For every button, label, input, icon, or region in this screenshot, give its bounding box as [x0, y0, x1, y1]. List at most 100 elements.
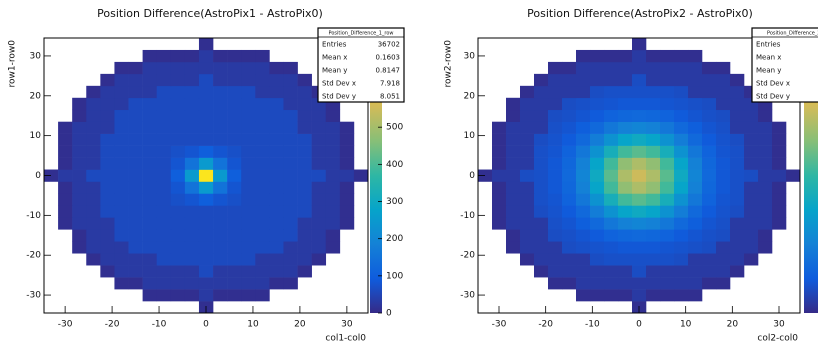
heatmap-cell — [325, 145, 341, 158]
x-tick-label: -30 — [492, 320, 507, 330]
heatmap-cell — [283, 289, 297, 301]
heatmap-cell — [86, 121, 101, 134]
heatmap-cell — [170, 169, 186, 182]
heatmap-cell — [604, 277, 619, 290]
heatmap-cell — [86, 109, 101, 122]
stats-label: Std Dev y — [756, 93, 790, 101]
heatmap-cell — [506, 193, 521, 206]
heatmap-cell — [100, 217, 115, 230]
heatmap-cell — [730, 169, 745, 182]
heatmap-cell — [44, 193, 58, 205]
heatmap-cell — [298, 62, 312, 74]
heatmap-cell — [744, 157, 759, 170]
heatmap-cell — [758, 229, 773, 242]
heatmap-cell — [283, 73, 298, 87]
heatmap-cell — [716, 241, 731, 254]
heatmap-cell — [590, 241, 605, 254]
heatmap-cell — [576, 169, 591, 182]
heatmap-cell — [786, 241, 800, 253]
heatmap-cell — [520, 181, 535, 194]
heatmap-cell — [283, 50, 297, 62]
heatmap-cell — [548, 193, 563, 206]
heatmap-cell — [730, 181, 745, 194]
heatmap-cell — [688, 121, 703, 134]
heatmap-cell — [128, 109, 143, 122]
heatmap-cell — [58, 265, 72, 277]
heatmap-cell — [744, 229, 759, 242]
heatmap-cell — [604, 38, 618, 50]
heatmap-cell — [311, 229, 327, 242]
heatmap-cell — [170, 121, 186, 134]
heatmap-cell — [562, 241, 577, 254]
heatmap-cell — [213, 217, 228, 230]
heatmap-cell — [227, 73, 242, 87]
heatmap-cell — [618, 265, 633, 278]
heatmap-cell — [156, 49, 172, 63]
heatmap-cell — [576, 109, 591, 122]
heatmap-cell — [325, 205, 341, 218]
heatmap-cell — [576, 73, 591, 87]
heatmap-cell — [520, 62, 534, 74]
heatmap-cell — [744, 253, 759, 266]
heatmap-cell — [492, 133, 507, 146]
heatmap-cell — [114, 50, 128, 62]
heatmap-cell — [702, 289, 716, 301]
heatmap-cell — [72, 121, 87, 134]
heatmap-cell — [548, 97, 563, 111]
heatmap-cell — [492, 50, 506, 62]
heatmap-cell — [646, 277, 661, 290]
heatmap-cell — [184, 169, 200, 182]
heatmap-cell — [604, 73, 619, 87]
heatmap-cell — [492, 265, 506, 277]
heatmap-cell — [255, 38, 269, 50]
heatmap-cell — [646, 181, 661, 194]
heatmap-cell — [198, 241, 214, 254]
heatmap-cell — [520, 145, 535, 158]
heatmap-cell — [562, 205, 577, 218]
heatmap-cell — [170, 133, 186, 146]
heatmap-cell — [576, 229, 591, 242]
x-tick-label: 0 — [203, 320, 209, 330]
heatmap-cell — [58, 169, 73, 182]
heatmap-cell — [298, 50, 312, 62]
heatmap-cell — [255, 301, 269, 313]
heatmap-cell — [730, 109, 745, 122]
heatmap-cell — [646, 97, 661, 111]
heatmap-cell — [297, 181, 312, 194]
heatmap-cell — [492, 241, 506, 253]
heatmap-cell — [478, 169, 493, 182]
heatmap-cell — [632, 85, 647, 99]
heatmap-cell — [114, 217, 129, 230]
heatmap-cell — [674, 301, 688, 313]
heatmap-cell — [758, 265, 772, 277]
heatmap-cell — [786, 229, 800, 241]
heatmap-cell — [184, 265, 200, 278]
heatmap-cell — [506, 181, 521, 194]
heatmap-cell — [688, 109, 703, 122]
heatmap-cell — [114, 157, 129, 170]
heatmap-cell — [618, 301, 632, 313]
y-tick-label: 20 — [464, 91, 476, 101]
heatmap-cell — [339, 193, 355, 206]
heatmap-cell — [241, 145, 256, 158]
heatmap-cell — [604, 121, 619, 134]
heatmap-cell — [632, 205, 647, 218]
heatmap-cell — [534, 121, 549, 134]
heatmap-cell — [618, 181, 633, 194]
heatmap-cell — [590, 253, 605, 266]
heatmap-cell — [758, 277, 772, 289]
heatmap-cell — [520, 229, 535, 242]
heatmap-cell — [492, 289, 506, 301]
heatmap-cell — [674, 85, 689, 99]
heatmap-cell — [198, 121, 214, 134]
heatmap-cell — [534, 301, 548, 313]
heatmap-cell — [269, 145, 284, 158]
heatmap-cell — [758, 133, 773, 146]
heatmap-cell — [506, 241, 521, 254]
heatmap-cell — [618, 217, 633, 230]
heatmap-cell — [44, 158, 58, 170]
heatmap-cell — [534, 265, 549, 278]
heatmap-cell — [128, 169, 143, 182]
heatmap-cell — [534, 277, 548, 289]
heatmap-cell — [58, 277, 72, 289]
